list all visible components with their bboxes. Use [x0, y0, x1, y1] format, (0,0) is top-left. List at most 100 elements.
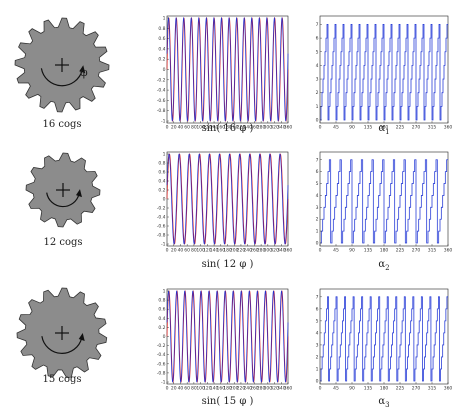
x-tick-label: 60 — [184, 248, 190, 254]
y-tick-label: 1 — [316, 229, 319, 235]
x-tick-label: 200 — [230, 386, 239, 392]
x-tick-label: 20 — [171, 125, 177, 131]
y-tick-label: 0.6 — [158, 36, 165, 42]
y-tick-label: -0.6 — [157, 361, 166, 367]
series-blue-line — [166, 16, 289, 122]
alpha-symbol: α — [378, 396, 385, 407]
x-tick-label: 60 — [184, 386, 190, 392]
x-tick-label: 225 — [396, 248, 405, 254]
alpha-subscript: 2 — [385, 264, 389, 272]
rotation-arrow-head-icon — [78, 333, 85, 342]
x-tick-label: 180 — [380, 248, 389, 254]
y-tick-label: 7 — [316, 22, 319, 28]
y-tick-label: 6 — [316, 306, 319, 312]
x-tick-label: 340 — [277, 248, 286, 254]
x-tick-label: 100 — [196, 248, 205, 254]
x-tick-label: 80 — [191, 125, 197, 131]
x-tick-label: 200 — [230, 248, 239, 254]
x-tick-label: 0 — [319, 125, 322, 131]
x-tick-label: 135 — [364, 386, 373, 392]
x-tick-label: 360 — [444, 248, 453, 254]
y-tick-label: 2 — [316, 90, 319, 96]
x-tick-label: 120 — [203, 386, 212, 392]
y-tick-label: 0.8 — [158, 298, 165, 304]
x-tick-label: 300 — [264, 386, 273, 392]
x-tick-label: 220 — [237, 125, 246, 131]
alpha-plot-caption: α3 — [378, 396, 389, 409]
x-tick-label: 320 — [270, 125, 279, 131]
x-tick-label: 270 — [412, 248, 421, 254]
y-tick-label: 1 — [163, 16, 166, 22]
y-tick-label: 5 — [316, 49, 319, 55]
x-tick-label: 120 — [203, 125, 212, 131]
gear-label: 15 cogs — [42, 374, 81, 385]
x-tick-label: 225 — [396, 386, 405, 392]
x-tick-label: 140 — [210, 125, 219, 131]
y-tick-label: 1 — [163, 289, 166, 295]
x-tick-label: 240 — [243, 248, 252, 254]
sine-plot: 10.80.60.40.20-0.2-0.4-0.6-0.8-10 20 40 60 8… — [157, 16, 293, 135]
alpha-subscript: 1 — [385, 128, 389, 136]
sine-plot-caption: sin( 15 φ ) — [202, 396, 254, 407]
x-tick-label: 90 — [349, 386, 355, 392]
x-tick-label: 0 — [319, 386, 322, 392]
x-tick-label: 100 — [196, 386, 205, 392]
x-tick-label: 135 — [364, 125, 373, 131]
y-tick-label: 0.6 — [158, 307, 165, 313]
series-red-line — [166, 17, 289, 122]
y-tick-label: 5 — [316, 318, 319, 324]
alpha-plot-caption: α2 — [378, 259, 389, 272]
x-tick-label: 260 — [250, 248, 259, 254]
x-tick-label: 360 — [444, 125, 453, 131]
y-tick-label: 2 — [316, 217, 319, 223]
x-tick-label: 270 — [412, 386, 421, 392]
y-tick-label: 0.2 — [158, 188, 165, 194]
alpha-staircase-line — [320, 24, 448, 121]
y-tick-label: 0.4 — [158, 46, 165, 52]
x-tick-label: 20 — [171, 386, 177, 392]
x-tick-label: 40 — [178, 248, 184, 254]
row-2: 12 cogs10.80.60.40.20-0.2-0.4-0.6-0.8-10… — [25, 152, 453, 272]
y-tick-label: -0.4 — [157, 88, 166, 94]
y-tick-label: 7 — [316, 294, 319, 300]
y-tick-label: 0 — [316, 241, 319, 247]
x-tick-label: 320 — [270, 386, 279, 392]
y-tick-label: 3 — [316, 77, 319, 83]
y-tick-label: 5 — [316, 181, 319, 187]
x-tick-label: 45 — [333, 125, 339, 131]
x-tick-label: 180 — [380, 125, 389, 131]
y-tick-label: -0.8 — [157, 370, 166, 376]
x-tick-label: 135 — [364, 248, 373, 254]
y-tick-label: 0.6 — [158, 170, 165, 176]
y-tick-label: 7 — [316, 157, 319, 163]
rotation-arrow-arc — [40, 68, 83, 87]
y-tick-label: -1 — [161, 242, 166, 248]
x-tick-label: 260 — [250, 125, 259, 131]
x-tick-label: 120 — [203, 248, 212, 254]
gear-label: 16 cogs — [42, 119, 81, 130]
sine-plot: 10.80.60.40.20-0.2-0.4-0.6-0.8-10 20 40 60 8… — [157, 152, 293, 271]
series-red-line — [166, 290, 289, 383]
gear-label: 12 cogs — [43, 237, 82, 248]
row-1: φ 16 cogs 1 0.8 0.6 0.4 0.2 0 -0.2 -0.4 -0.6 -0.8 -1… — [14, 15, 453, 136]
y-tick-label: -1 — [161, 380, 166, 386]
rotation-arrow-arc — [46, 192, 80, 208]
x-tick-label: 180 — [380, 386, 389, 392]
x-tick-label: 315 — [428, 125, 437, 131]
y-tick-label: 0.8 — [158, 161, 165, 167]
y-tick-label: 0.2 — [158, 325, 165, 331]
x-tick-label: 340 — [277, 125, 286, 131]
x-tick-label: 0 — [166, 125, 169, 131]
x-tick-label: 220 — [237, 386, 246, 392]
x-tick-label: 360 — [444, 386, 453, 392]
sine-plot-caption: sin( 16 φ ) — [202, 123, 254, 134]
alpha-subscript: 3 — [385, 401, 389, 409]
x-tick-label: 260 — [250, 386, 259, 392]
x-tick-label: 280 — [257, 125, 266, 131]
x-tick-label: 360 — [284, 125, 293, 131]
x-tick-label: 160 — [216, 386, 225, 392]
y-tick-label: -0.8 — [157, 108, 166, 114]
y-tick-label: -1 — [161, 119, 166, 125]
